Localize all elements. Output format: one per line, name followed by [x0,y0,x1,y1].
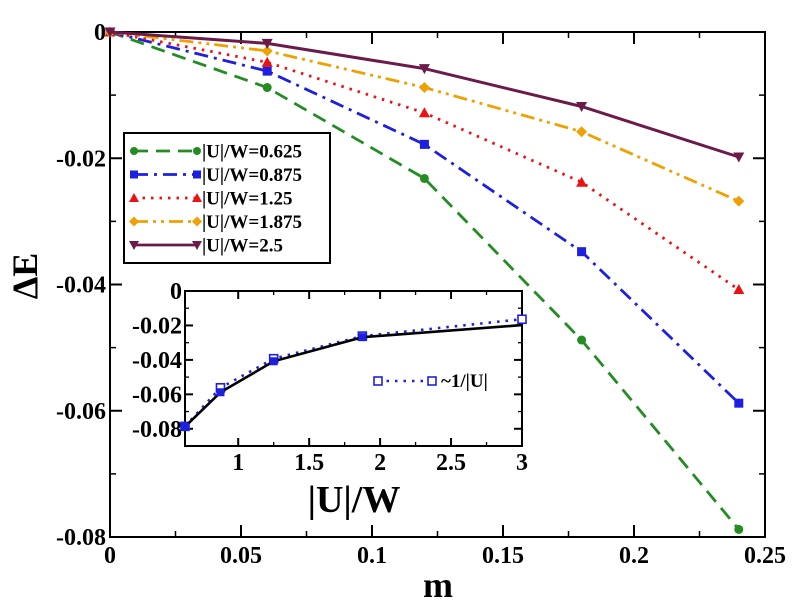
inset-data-point [181,422,189,431]
inset-x-tick-label: 2 [374,450,386,476]
legend-entry: |U|/W=1.875 [129,212,302,233]
legend-entry: |U|/W=1.25 [129,189,292,210]
legend-entry: |U|/W=0.875 [130,165,302,186]
inset-series-data [181,323,523,431]
legend-marker [129,216,139,227]
inset-x-tick-label: 3 [516,450,528,476]
data-point [261,56,273,67]
legend-entry: |U|/W=2.5 [129,236,283,257]
inset-legend-label: ~1/|U| [441,371,488,392]
legend-marker [130,170,138,179]
data-point [262,83,272,93]
data-point [733,284,745,295]
legend-label: |U|/W=1.875 [202,212,302,233]
legend-marker [192,241,202,250]
legend-marker [129,193,139,202]
legend-label: |U|/W=0.875 [202,165,302,186]
data-point [418,64,430,75]
legend-label: |U|/W=1.25 [202,189,292,210]
legend-label: |U|/W=0.625 [202,142,302,163]
inset-y-tick-label: -0.04 [132,348,182,374]
x-axis-title: m [423,565,453,605]
data-point [733,195,745,207]
inset-legend-marker [427,376,437,386]
y-axis-title: ΔE [5,253,45,300]
main-plot: 0 0.05 0.1 0.15 0.2 0.25 0 -0.02 -0.04 -0.06 -0.08 [56,20,786,569]
data-point [576,126,588,138]
data-point [418,82,430,94]
data-point [418,107,430,118]
data-point [419,139,429,149]
y-tick-label: 0 [94,20,106,46]
inset-y-tick-label: -0.02 [132,313,182,339]
data-point [419,173,429,183]
inset-plot: 1 1.5 2 2.5 3 0 -0.02 -0.04 -0.06 -0.08 ~1/|U| [132,279,528,476]
inset-data-point [358,333,367,342]
inset-y-tick-label: -0.06 [132,382,182,408]
data-point [576,101,588,112]
inset-x-tick-label: 2.5 [436,450,466,476]
legend-box [123,132,331,264]
legend-marker [192,216,202,227]
inset-fit-line [184,317,523,428]
x-tick-label: 0.05 [220,543,262,569]
y-tick-label: -0.08 [56,525,106,551]
inset-frame [184,290,523,447]
x-tick-label: 0.25 [744,543,786,569]
data-point [734,398,744,408]
legend-marker [193,147,201,155]
series-5 [104,27,745,163]
data-point [261,45,273,57]
x-tick-label: 0.1 [357,543,387,569]
legend-marker [129,241,139,250]
legend-marker [130,147,138,155]
data-point [733,152,745,163]
inset-y-tick-label: -0.08 [132,417,182,443]
inset-fit-point [517,314,527,325]
y-tick-label: -0.02 [56,146,106,172]
series-line [109,30,740,531]
x-tick-label: 0 [104,543,116,569]
data-point [104,27,116,38]
inset-data-point [269,357,278,366]
series-line [109,30,740,405]
inset-x-tick-label: 1.5 [294,450,324,476]
legend-entry: |U|/W=0.625 [130,142,302,163]
data-point [576,176,588,187]
data-point [577,335,587,345]
legend-label: |U|/W=2.5 [202,236,283,257]
inset-legend-marker [373,376,383,386]
legend: |U|/W=0.625|U|/W=0.875 |U|/W=1.25|U|/W=1.… [123,132,331,264]
inset-data-point [216,388,225,397]
y-tick-label: -0.04 [56,273,106,299]
legend-marker [192,193,202,202]
y-tick-label: -0.06 [56,399,106,425]
data-point [577,247,587,257]
data-point [262,66,272,76]
inset-y-tick-label: 0 [170,279,182,305]
data-point [261,38,273,49]
inset-x-axis-title: |U|/W [308,479,401,521]
x-tick-label: 0.2 [619,543,649,569]
inset-x-tick-label: 1 [232,450,244,476]
data-point [734,524,744,534]
legend-marker [193,170,201,179]
x-tick-label: 0.15 [482,543,524,569]
inset-legend: ~1/|U| [373,371,488,392]
